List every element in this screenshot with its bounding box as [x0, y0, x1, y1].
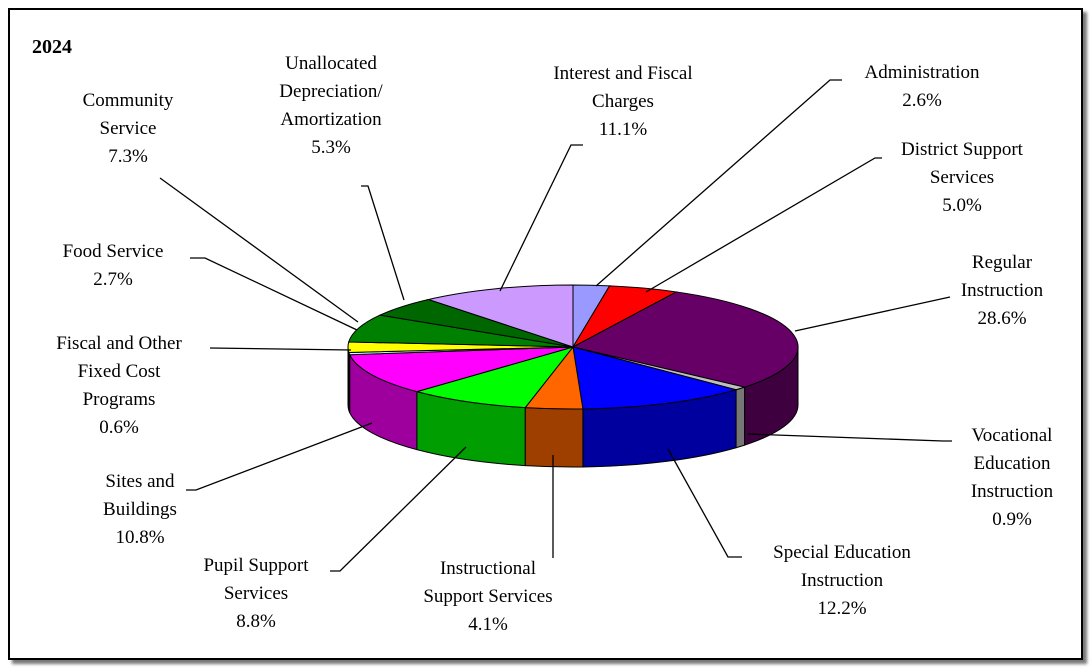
slice-special-education-instruction: [572, 346, 738, 410]
data-label-text: District Support: [901, 139, 1024, 160]
pie-tops: [347, 284, 799, 410]
data-label-text: Administration: [864, 62, 980, 83]
slice-sites-and-buildings: [349, 346, 574, 393]
data-label-value: 5.3%: [311, 137, 351, 158]
data-label-unallocated-depreciation-amortization: Unallocated Depreciation/Amortization 5.3%: [279, 53, 383, 158]
data-label-value: 7.3%: [108, 146, 148, 167]
leader-lines: [159, 79, 952, 572]
data-label-text: Sites and: [105, 471, 175, 492]
data-label-text: Amortization: [280, 109, 382, 130]
data-label-text: Education: [973, 453, 1051, 474]
leader-line-vocational-education-instruction: [747, 433, 952, 442]
data-label-sites-and-buildings: Sites and Buildings 10.8%: [103, 471, 177, 548]
data-label-value: 28.6%: [977, 308, 1026, 329]
data-label-text: Fixed Cost: [78, 361, 162, 382]
leader-line-regular-instruction: [794, 296, 951, 332]
data-label-instructional-support-services: Instructional Support Services 4.1%: [423, 558, 552, 635]
leader-line-unallocated-depreciation-amortization: [361, 185, 405, 301]
slice-pupil-support-services: [415, 346, 575, 409]
data-label-text: Fiscal and Other: [56, 333, 182, 354]
leader-line-community-service: [159, 177, 359, 323]
leader-line-food-service: [190, 257, 358, 331]
data-label-value: 10.8%: [115, 527, 164, 548]
leader-line-administration: [595, 79, 842, 287]
data-label-text: Instruction: [971, 481, 1054, 502]
data-label-text: Services: [930, 167, 994, 188]
data-label-fiscal-and-other-fixed-cost-programs: Fiscal and Other Fixed Cost Programs 0.6%: [56, 333, 182, 438]
leader-line-sites-and-buildings: [186, 422, 373, 491]
data-label-text: Vocational: [972, 425, 1053, 446]
data-label-value: 8.8%: [236, 611, 276, 632]
data-label-value: 2.6%: [902, 90, 942, 111]
data-label-text: Special Education: [773, 542, 911, 563]
data-label-text: Interest and Fiscal: [553, 63, 692, 84]
data-label-administration: Administration 2.6%: [864, 62, 980, 111]
slice-regular-instruction: [571, 291, 799, 388]
data-label-value: 4.1%: [468, 614, 508, 635]
data-label-text: Instruction: [961, 280, 1044, 301]
pie-sides: [347, 346, 799, 468]
data-label-text: Services: [224, 583, 288, 604]
data-label-special-education-instruction: Special Education Instruction 12.2%: [773, 542, 911, 619]
data-label-vocational-education-instruction: Vocational Education Instruction 0.9%: [971, 425, 1054, 530]
data-label-text: Charges: [592, 91, 654, 112]
data-label-text: Community: [83, 90, 174, 111]
data-label-interest-and-fiscal-charges: Interest and Fiscal Charges 11.1%: [553, 63, 692, 140]
data-label-text: Depreciation/: [279, 81, 383, 102]
data-label-text: Programs: [83, 389, 156, 410]
data-label-text: Pupil Support: [203, 555, 309, 576]
data-label-text: Regular: [972, 252, 1033, 273]
slice-labels: Administration 2.6% District Support Servic…: [56, 53, 1053, 635]
data-label-text: Food Service: [63, 241, 164, 262]
chart-title: 2024: [32, 36, 72, 58]
slice-side-vocational-education-instruction: [735, 386, 746, 449]
data-label-text: Instructional: [440, 558, 536, 579]
data-label-regular-instruction: Regular Instruction 28.6%: [961, 252, 1044, 329]
data-label-text: Instruction: [801, 570, 884, 591]
data-label-value: 0.9%: [992, 509, 1032, 530]
data-label-value: 0.6%: [99, 417, 139, 438]
data-label-value: 5.0%: [942, 195, 982, 216]
data-label-value: 12.2%: [817, 598, 866, 619]
leader-line-fiscal-and-other-fixed-cost-programs: [209, 347, 352, 351]
data-label-text: Service: [100, 118, 157, 139]
data-label-community-service: Community Service 7.3%: [83, 90, 174, 167]
data-label-district-support-services: District Support Services 5.0%: [901, 139, 1024, 216]
slice-interest-and-fiscal-charges: [426, 284, 574, 348]
leader-line-district-support-services: [645, 157, 882, 293]
data-label-value: 2.7%: [93, 269, 133, 290]
slice-side-instructional-support-services: [524, 407, 584, 468]
leader-line-interest-and-fiscal-charges: [499, 144, 583, 292]
leader-line-pupil-support-services: [330, 446, 467, 572]
data-label-text: Support Services: [423, 586, 552, 607]
data-label-value: 11.1%: [599, 119, 648, 140]
slice-community-service: [348, 314, 574, 348]
leader-line-special-education-instruction: [667, 448, 742, 558]
data-label-pupil-support-services: Pupil Support Services 8.8%: [203, 555, 309, 632]
data-label-food-service: Food Service 2.7%: [63, 241, 164, 290]
data-label-text: Buildings: [103, 499, 177, 520]
data-label-text: Unallocated: [285, 53, 377, 74]
